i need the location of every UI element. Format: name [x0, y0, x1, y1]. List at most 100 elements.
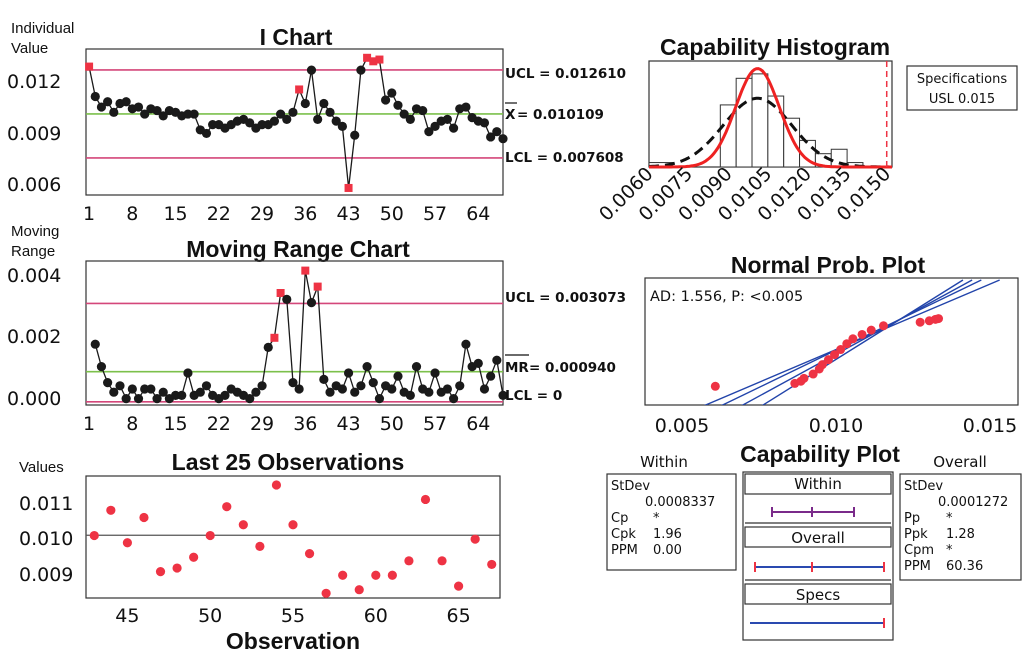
ichart-point [448, 123, 459, 133]
ichart-xtick: 22 [207, 203, 231, 225]
last25-point [155, 567, 166, 577]
mrchart-point [374, 394, 385, 404]
histogram-bar [751, 73, 769, 168]
normplot-point [799, 373, 809, 383]
ichart-point-out [375, 55, 384, 64]
mrchart-point [486, 371, 496, 381]
within-stats-box [606, 473, 737, 571]
last25-point [371, 570, 381, 580]
mrchart-ylabel-2: Range [11, 243, 55, 260]
ichart-ucl-label: UCL = 0.012610 [505, 66, 626, 82]
ichart-point [140, 109, 150, 119]
last25-point [454, 581, 464, 591]
last25-xtick: 65 [447, 605, 471, 627]
within-cp-value: * [653, 511, 660, 526]
normplot-point [915, 317, 925, 327]
bar-overall-header [744, 526, 892, 548]
mrchart-point [127, 384, 137, 394]
within-ppm-value: 0.00 [653, 543, 682, 558]
mrchart-point [306, 298, 317, 308]
ichart-plot [85, 53, 508, 192]
mrchart-center-label: = 0.000940 [529, 360, 616, 376]
mrchart-xtick: 8 [126, 413, 138, 435]
mrchart-point [442, 384, 452, 394]
ichart-xtick: 57 [423, 203, 447, 225]
histogram-bar [767, 95, 785, 168]
ichart-point [479, 118, 490, 128]
mrchart-point [90, 339, 100, 349]
mrchart-point [455, 381, 465, 391]
ichart-xticks: 1 8 15 22 29 36 43 50 57 64 [83, 203, 490, 225]
mrchart-point [195, 387, 205, 397]
normplot-point [857, 329, 867, 339]
normplot-point [836, 345, 846, 355]
mrchart-point-out [301, 266, 310, 275]
normplot-plot [703, 279, 1000, 405]
last25-point [255, 541, 265, 551]
capplot-overall-header: Overall [933, 453, 987, 471]
overall-pp-value: * [946, 511, 953, 526]
ichart-xtick: 64 [466, 203, 490, 225]
mrchart-center-symbol: MR [505, 360, 529, 376]
overall-cpm-label: Cpm [904, 543, 934, 558]
ichart-point [331, 116, 341, 126]
ichart-point [276, 109, 286, 119]
ichart-point [300, 98, 310, 109]
mrchart-point [337, 384, 347, 394]
mrchart-point [368, 378, 378, 388]
mrchart-point [448, 394, 459, 404]
normplot-point [848, 334, 858, 344]
ichart-point [245, 118, 255, 128]
mrchart-point [430, 368, 440, 378]
mrchart-point [288, 378, 298, 388]
last25-point [354, 585, 364, 595]
specifications-usl: USL 0.015 [929, 92, 995, 107]
mrchart-xtick: 43 [336, 413, 360, 435]
ichart-point [189, 109, 199, 119]
overall-stdev-value: 0.0001272 [938, 495, 1008, 510]
ichart-point [461, 102, 471, 112]
ichart-point [399, 109, 409, 119]
last25-title: Last 25 Observations [172, 449, 405, 475]
overall-pp-label: Pp [904, 511, 920, 526]
last25-point [172, 563, 182, 573]
mrchart-ytick-0: 0.004 [7, 265, 61, 287]
normplot-point [817, 360, 827, 370]
last25-point [122, 538, 132, 548]
last25-xtick: 55 [281, 605, 305, 627]
last25-point [387, 570, 397, 580]
ichart-ylabel-1: Individual [11, 20, 74, 37]
ichart-point [319, 98, 329, 109]
ichart-ytick-1: 0.009 [7, 123, 61, 145]
mrchart-ytick-1: 0.002 [7, 326, 61, 348]
bar-within-header [744, 473, 892, 495]
capplot-bars-frame [742, 471, 894, 641]
within-ppm-label: PPM [611, 543, 638, 558]
last25-ytick-2: 0.009 [19, 564, 73, 586]
last25-frame [85, 475, 501, 599]
mrchart-point [343, 368, 354, 378]
mrchart-point [473, 358, 483, 368]
last25-point [321, 588, 331, 598]
last25-point [139, 512, 149, 523]
mrchart-ucl-label: UCL = 0.003073 [505, 290, 626, 306]
last25-xticks: 45 50 55 60 65 [115, 605, 470, 627]
ichart-point [121, 97, 131, 107]
ichart-xtick: 8 [126, 203, 138, 225]
mrchart-xtick: 64 [466, 413, 490, 435]
overall-cpm-value: * [946, 543, 953, 558]
bar-within-label: Within [794, 475, 842, 493]
ichart-ylabel-2: Value [11, 40, 48, 57]
normplot-stat: AD: 1.556, P: <0.005 [650, 289, 803, 305]
mrchart-series-line [94, 270, 504, 401]
bar-specs-header [744, 583, 892, 605]
mrchart-xticks: 1 8 15 22 29 36 43 50 57 64 [83, 413, 490, 435]
ichart-point [109, 107, 119, 117]
ichart-point [424, 127, 434, 137]
last25-xtick: 60 [364, 605, 388, 627]
specifications-title: Specifications [917, 72, 1007, 87]
last25-ylabel: Values [19, 459, 64, 476]
mrchart-point [146, 384, 156, 394]
mrchart-point [183, 368, 193, 378]
mrchart-xtick: 15 [163, 413, 187, 435]
